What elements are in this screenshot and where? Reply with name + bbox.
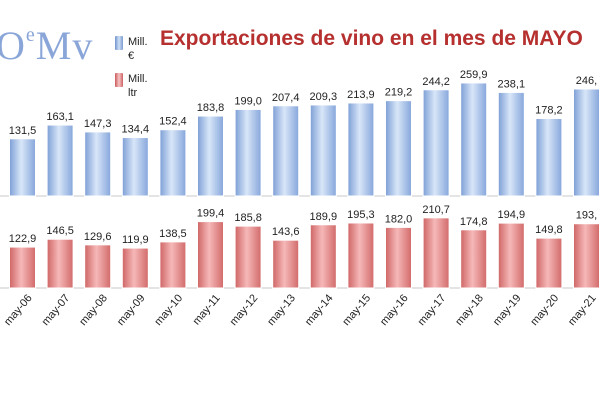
bar-ltr-may-15 bbox=[347, 222, 375, 289]
data-label-ltr-may-06: 122,9 bbox=[9, 233, 37, 245]
data-label-eur-may-09: 134,4 bbox=[122, 124, 150, 136]
bar-eur-may-17 bbox=[422, 89, 450, 197]
x-tick-label-may-11: may-11 bbox=[191, 292, 223, 327]
x-tick-label-may-08: may-08 bbox=[77, 292, 110, 328]
bar-eur-may-09 bbox=[121, 137, 149, 197]
bar-eur-may-16 bbox=[385, 100, 412, 197]
data-label-ltr-may-21: 193, bbox=[576, 210, 597, 222]
x-tick-label-may-17: may-17 bbox=[416, 292, 449, 328]
bar-ltr-may-21 bbox=[573, 223, 600, 289]
data-label-ltr-may-20: 149,8 bbox=[535, 224, 563, 236]
bar-eur-may-10 bbox=[159, 129, 187, 197]
data-label-eur-may-20: 178,2 bbox=[535, 104, 563, 116]
x-tick-label-may-13: may-13 bbox=[265, 292, 298, 328]
bar-eur-may-07 bbox=[46, 124, 74, 197]
data-label-eur-may-10: 152,4 bbox=[159, 116, 187, 128]
data-label-ltr-may-17: 210,7 bbox=[422, 204, 450, 216]
bar-eur-may-19 bbox=[497, 91, 525, 197]
x-tick-label-may-09: may-09 bbox=[115, 292, 148, 328]
bar-ltr-may-12 bbox=[234, 225, 262, 289]
x-tick-label-may-12: may-12 bbox=[228, 292, 261, 328]
x-tick-label-may-19: may-19 bbox=[491, 292, 524, 328]
data-label-ltr-may-07: 146,5 bbox=[46, 225, 74, 237]
legend-swatch-eur bbox=[115, 36, 123, 50]
x-tick-label-may-16: may-16 bbox=[378, 292, 411, 328]
bar-ltr-may-14 bbox=[309, 224, 337, 289]
bar-ltr-may-10 bbox=[159, 241, 187, 289]
data-label-eur-may-06: 131,5 bbox=[9, 125, 37, 137]
x-tick-label-may-06: may-06 bbox=[2, 292, 35, 328]
data-label-ltr-may-19: 194,9 bbox=[498, 209, 526, 221]
bar-ltr-may-08 bbox=[84, 244, 112, 289]
data-label-eur-may-19: 238,1 bbox=[498, 78, 526, 90]
bar-ltr-may-20 bbox=[535, 237, 563, 289]
x-tick-label-may-14: may-14 bbox=[303, 292, 336, 328]
bar-ltr-may-17 bbox=[422, 217, 450, 289]
bar-ltr-may-09 bbox=[121, 247, 149, 289]
bar-ltr-may-19 bbox=[497, 222, 525, 289]
bar-ltr-may-11 bbox=[197, 221, 224, 289]
data-label-eur-may-11: 183,8 bbox=[197, 102, 225, 114]
chart-title: Exportaciones de vino en el mes de MAYO bbox=[160, 27, 583, 50]
x-tick-label-may-07: may-07 bbox=[40, 292, 73, 328]
data-label-ltr-may-14: 189,9 bbox=[310, 211, 338, 223]
x-tick-label-may-15: may-15 bbox=[340, 292, 373, 328]
data-label-ltr-may-15: 195,3 bbox=[347, 209, 375, 221]
data-label-ltr-may-10: 138,5 bbox=[159, 228, 187, 240]
data-label-eur-may-13: 207,4 bbox=[272, 92, 300, 104]
data-label-ltr-may-11: 199,4 bbox=[197, 208, 225, 220]
data-label-eur-may-17: 244,2 bbox=[422, 76, 450, 88]
x-tick-label-may-18: may-18 bbox=[453, 292, 486, 328]
data-label-eur-may-18: 259,9 bbox=[460, 69, 488, 81]
legend-label-ltr: Mill. ltr bbox=[128, 73, 148, 99]
data-label-eur-may-16: 219,2 bbox=[385, 87, 413, 99]
x-tick-label-may-21: may-21 bbox=[566, 292, 599, 328]
data-label-eur-may-21: 246, bbox=[576, 75, 597, 87]
bar-ltr-may-18 bbox=[460, 229, 488, 289]
bar-ltr-may-07 bbox=[46, 238, 74, 289]
data-label-ltr-may-08: 129,6 bbox=[84, 231, 112, 243]
data-label-eur-may-08: 147,3 bbox=[84, 118, 112, 130]
bar-ltr-may-13 bbox=[272, 239, 300, 289]
legend-swatch-ltr bbox=[115, 73, 123, 87]
data-label-eur-may-15: 213,9 bbox=[347, 89, 375, 101]
data-label-ltr-may-13: 143,6 bbox=[272, 226, 300, 238]
bar-eur-may-11 bbox=[197, 115, 224, 197]
data-label-ltr-may-09: 119,9 bbox=[122, 234, 149, 246]
bar-ltr-may-16 bbox=[385, 226, 412, 289]
bar-eur-may-12 bbox=[234, 108, 262, 197]
x-tick-label-may-10: may-10 bbox=[152, 292, 185, 328]
data-label-eur-may-14: 209,3 bbox=[310, 91, 338, 103]
bar-ltr-may-06 bbox=[9, 246, 36, 289]
bar-eur-may-18 bbox=[460, 82, 488, 197]
legend-label-eur: Mill. € bbox=[128, 36, 148, 62]
bar-eur-may-06 bbox=[9, 138, 36, 197]
bar-eur-may-13 bbox=[272, 105, 300, 197]
bar-eur-may-21 bbox=[573, 88, 600, 197]
data-label-eur-may-12: 199,0 bbox=[234, 95, 262, 107]
bar-eur-may-08 bbox=[84, 131, 112, 197]
data-label-ltr-may-18: 174,8 bbox=[460, 216, 488, 228]
x-tick-label-may-20: may-20 bbox=[528, 292, 561, 328]
bar-eur-may-14 bbox=[309, 104, 337, 197]
bar-eur-may-20 bbox=[535, 117, 563, 197]
bar-eur-may-15 bbox=[347, 102, 375, 197]
data-label-eur-may-07: 163,1 bbox=[46, 111, 74, 123]
data-label-ltr-may-16: 182,0 bbox=[385, 213, 413, 225]
oemv-logo: OeMv bbox=[0, 23, 94, 68]
data-label-ltr-may-12: 185,8 bbox=[234, 212, 262, 224]
